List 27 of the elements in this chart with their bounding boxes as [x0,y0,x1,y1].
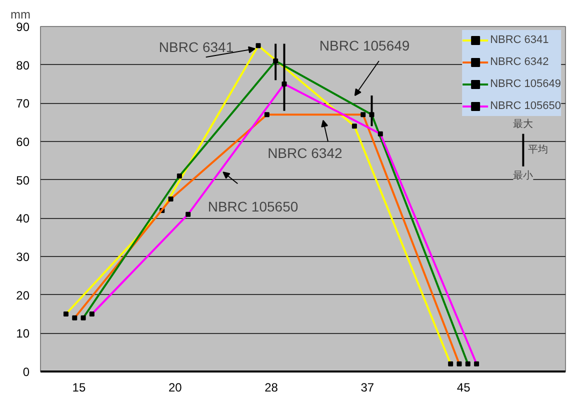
y-tick-label: 70 [16,96,30,111]
legend-label: NBRC 6341 [490,33,549,47]
x-tick-label: 15 [72,380,86,394]
y-tick-label: 10 [16,326,30,341]
y-tick-label: 0 [22,365,30,379]
annotation: NBRC 105649 [319,38,410,54]
y-tick-label: 20 [16,288,30,302]
y-tick-label: 30 [16,250,30,264]
y-axis-title: mm [10,8,30,22]
annotation: NBRC 6342 [268,145,342,161]
annotation: NBRC 6341 [158,38,234,55]
legend-label: NBRC 105649 [490,77,561,91]
legend-label: NBRC 6342 [490,55,549,69]
y-tick-label: 50 [16,173,30,188]
annotation: 平均 [528,144,548,156]
x-tick-label: 45 [456,380,471,394]
y-tick-label: 80 [16,58,30,72]
x-tick-label: 28 [264,380,278,394]
annotation: NBRC 105650 [208,198,298,215]
x-tick-label: 37 [360,380,374,394]
annotation: 最小 [513,169,534,182]
annotation: 最大 [513,118,534,130]
x-tick-label: 20 [168,380,182,394]
y-tick-label: 40 [16,212,30,226]
y-tick-label: 60 [16,135,30,149]
y-tick-label: 90 [16,20,30,34]
legend-label: NBRC 105650 [490,99,561,113]
